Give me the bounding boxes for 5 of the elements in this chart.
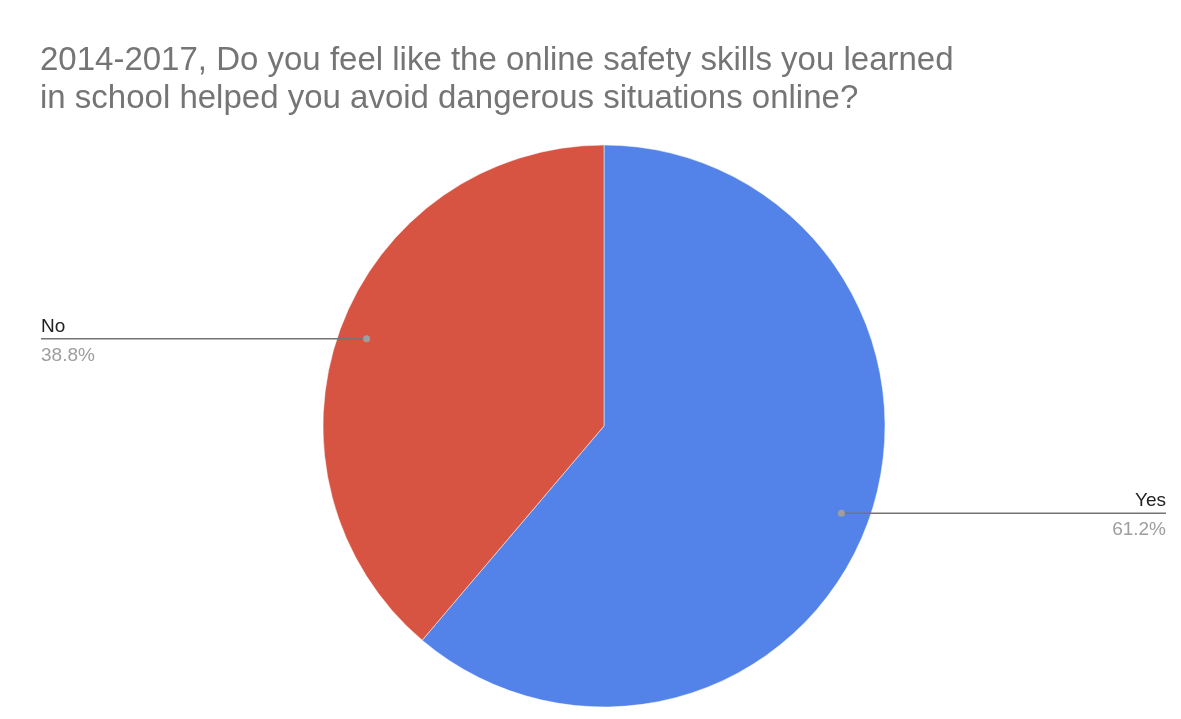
chart-title: 2014-2017, Do you feel like the online safety skills you learned in school helped you avoid dangerous situations online? — [40, 40, 954, 115]
slice-label: No — [41, 314, 66, 336]
data-label: 61.2% — [1112, 518, 1167, 540]
data-label: 38.8% — [41, 343, 95, 365]
slice-label: Yes — [1135, 489, 1166, 511]
